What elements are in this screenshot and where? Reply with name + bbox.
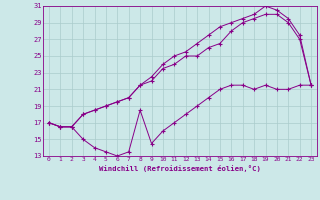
X-axis label: Windchill (Refroidissement éolien,°C): Windchill (Refroidissement éolien,°C): [99, 165, 261, 172]
